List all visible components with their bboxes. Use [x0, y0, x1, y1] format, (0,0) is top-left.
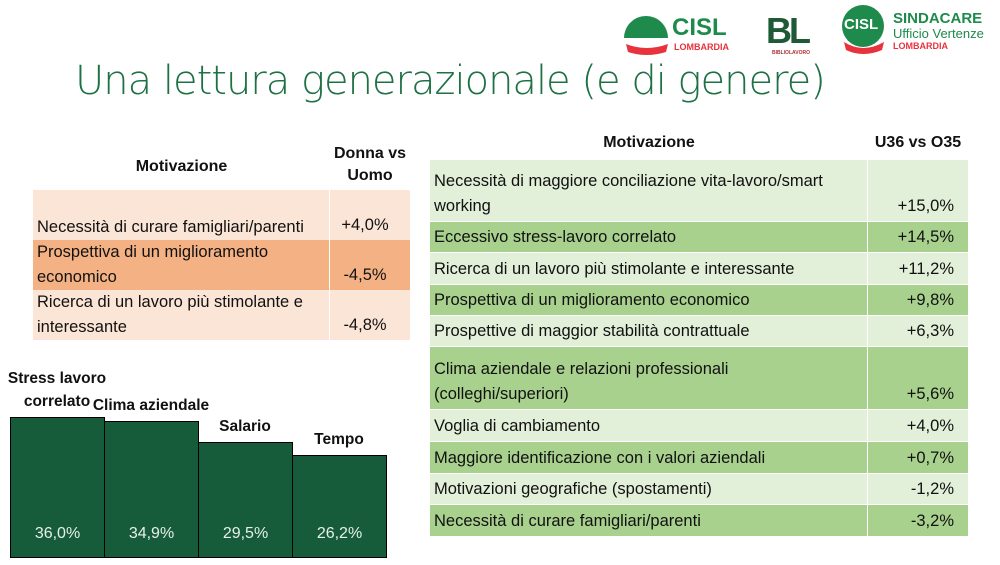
sindacare-sub: Ufficio Vertenze — [893, 26, 984, 41]
age-row-label: Necessità di curare famigliari/parenti — [430, 505, 868, 537]
bar-value-label: 29,5% — [222, 524, 269, 542]
age-row-label: Clima aziendale e relazioni professional… — [430, 347, 868, 410]
bar-value-label: 36,0% — [34, 525, 81, 542]
cisl-logo: CISL LOMBARDIA — [622, 8, 752, 56]
age-row-value: +15,0% — [868, 160, 968, 222]
age-row-label: Necessità di maggiore conciliazione vita… — [430, 160, 868, 222]
cisl-logo-sub: LOMBARDIA — [674, 42, 729, 52]
age-row-value: +6,3% — [868, 316, 968, 347]
age-row-value: +4,0% — [868, 410, 968, 442]
age-row-value: +11,2% — [868, 253, 968, 285]
gender-row-label: Prospettiva di un miglioramento economic… — [33, 240, 330, 290]
gender-row-value: -4,8% — [330, 290, 410, 340]
bar-value-label: 26,2% — [316, 524, 363, 542]
cisl-logo-text: CISL — [672, 14, 727, 41]
age-row-value: +14,5% — [868, 222, 968, 253]
bar-1: 34,9% — [104, 421, 199, 558]
gender-header-motivazione: Motivazione — [135, 157, 228, 175]
bar-value-label: 34,9% — [128, 524, 175, 542]
age-row-label: Ricerca di un lavoro più stimolante e in… — [430, 253, 868, 285]
sindacare-logo: CISL SINDACARE Ufficio Vertenze LOMBARDI… — [840, 4, 1000, 58]
page-title: Una lettura generazionale (e di genere) — [75, 58, 826, 104]
gender-row-value: +4,0% — [330, 190, 410, 240]
bar-2: 29,5% — [198, 442, 293, 558]
age-row-label: Maggiore identificazione con i valori az… — [430, 442, 868, 474]
bar-category-label: Stress lavoro correlato — [7, 370, 107, 410]
age-header-comparison: U36 vs O35 — [874, 134, 962, 151]
bar-category-label: Tempo — [314, 431, 364, 449]
sindacare-text: SINDACARE — [893, 10, 983, 27]
bibliolavoro-logo: BL BIBLIOLAVORO — [766, 10, 826, 60]
age-row-value: +5,6% — [868, 347, 968, 410]
gender-row-label: Necessità di curare famigliari/parenti — [33, 190, 330, 240]
age-row-label: Voglia di cambiamento — [430, 410, 868, 442]
age-row-value: +9,8% — [868, 285, 968, 316]
age-row-value: +0,7% — [868, 442, 968, 474]
age-row-value: -3,2% — [868, 505, 968, 537]
sindacare-region: LOMBARDIA — [893, 41, 948, 51]
gender-row-label: Ricerca di un lavoro più stimolante e in… — [33, 290, 330, 340]
age-row-label: Prospettiva di un miglioramento economic… — [430, 285, 868, 316]
gender-header-comparison: Donna vs Uomo — [333, 145, 406, 184]
age-row-label: Motivazioni geografiche (spostamenti) — [430, 474, 868, 505]
bl-logo-text: BL — [766, 10, 811, 51]
sindacare-logo-mark — [842, 5, 884, 54]
age-row-label: Prospettive di maggior stabilità contrat… — [430, 316, 868, 347]
sindacare-badge: CISL — [844, 16, 879, 33]
gender-row-value: -4,5% — [330, 240, 410, 290]
bar-0: 36,0% — [10, 417, 105, 558]
bar-category-label: Salario — [219, 418, 271, 436]
age-header-motivazione: Motivazione — [603, 134, 695, 151]
age-row-value: -1,2% — [868, 474, 968, 505]
bar-category-label: Clima aziendale — [92, 397, 210, 415]
bl-logo-sub: BIBLIOLAVORO — [772, 50, 810, 56]
bar-3: 26,2% — [292, 455, 387, 558]
age-row-label: Eccessivo stress-lavoro correlato — [430, 222, 868, 253]
cisl-logo-mark — [624, 16, 668, 55]
